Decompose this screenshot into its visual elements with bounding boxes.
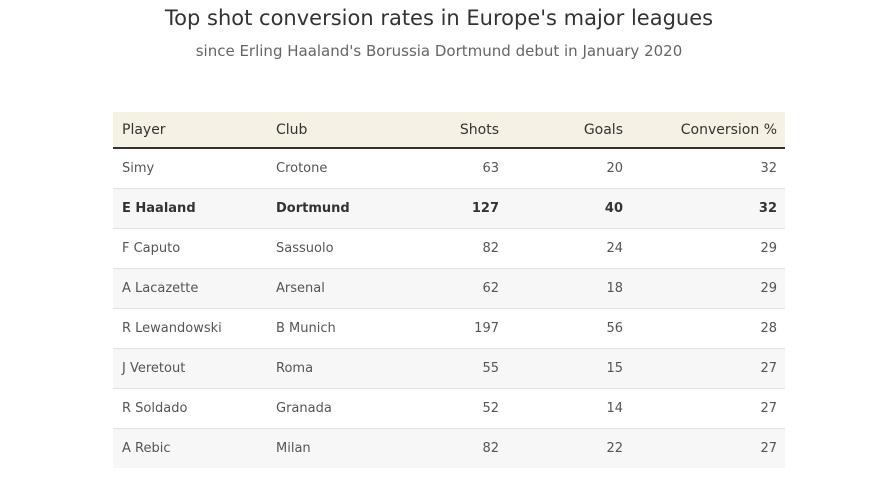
table-row: E Haaland Dortmund 127 40 32 xyxy=(113,189,785,229)
cell-player: Simy xyxy=(122,161,155,176)
table-row: J Veretout Roma 55 15 27 xyxy=(113,349,785,389)
cell-conversion: 32 xyxy=(758,201,777,216)
cell-player: J Veretout xyxy=(122,361,186,376)
header-player: Player xyxy=(122,121,166,138)
cell-player: A Lacazette xyxy=(122,281,199,296)
cell-goals: 14 xyxy=(606,401,623,416)
cell-goals: 15 xyxy=(606,361,623,376)
chart-subtitle: since Erling Haaland's Borussia Dortmund… xyxy=(195,42,683,60)
cell-goals: 22 xyxy=(606,441,623,456)
cell-conversion: 27 xyxy=(760,441,777,456)
cell-goals: 56 xyxy=(606,321,623,336)
chart-title: Top shot conversion rates in Europe's ma… xyxy=(164,6,714,30)
cell-club: Sassuolo xyxy=(276,241,334,256)
cell-player: R Lewandowski xyxy=(122,321,222,336)
cell-conversion: 27 xyxy=(760,361,777,376)
cell-shots: 62 xyxy=(482,281,499,296)
table-row: A Rebic Milan 82 22 27 xyxy=(113,429,785,468)
table-row: R Lewandowski B Munich 197 56 28 xyxy=(113,309,785,349)
cell-shots: 127 xyxy=(471,201,499,216)
table-row: R Soldado Granada 52 14 27 xyxy=(113,389,785,429)
table-header-row: Player Club Shots Goals Conversion % xyxy=(113,112,785,149)
cell-goals: 20 xyxy=(606,161,623,176)
header-goals: Goals xyxy=(583,121,623,138)
cell-shots: 82 xyxy=(482,441,499,456)
header-conversion: Conversion % xyxy=(680,121,777,138)
cell-shots: 197 xyxy=(474,321,499,336)
cell-goals: 40 xyxy=(604,201,623,216)
cell-goals: 24 xyxy=(606,241,623,256)
table-row: F Caputo Sassuolo 82 24 29 xyxy=(113,229,785,269)
cell-conversion: 32 xyxy=(760,161,777,176)
table-row: Simy Crotone 63 20 32 xyxy=(113,149,785,189)
cell-club: Milan xyxy=(276,441,311,456)
header-club: Club xyxy=(276,121,308,138)
conversion-table: Player Club Shots Goals Conversion % Sim… xyxy=(113,112,785,468)
cell-player: F Caputo xyxy=(122,241,181,256)
cell-conversion: 27 xyxy=(760,401,777,416)
cell-club: Dortmund xyxy=(276,201,350,216)
cell-player: A Rebic xyxy=(122,441,171,456)
cell-player: R Soldado xyxy=(122,401,188,416)
cell-shots: 82 xyxy=(482,241,499,256)
cell-club: Granada xyxy=(276,401,332,416)
cell-club: Roma xyxy=(276,361,314,376)
cell-conversion: 29 xyxy=(760,241,777,256)
cell-club: Crotone xyxy=(276,161,328,176)
table-body: Simy Crotone 63 20 32 E Haaland Dortmund 127 40 3… xyxy=(113,149,785,468)
cell-club: B Munich xyxy=(276,321,336,336)
cell-shots: 52 xyxy=(482,401,499,416)
cell-conversion: 28 xyxy=(760,321,777,336)
cell-conversion: 29 xyxy=(760,281,777,296)
cell-player: E Haaland xyxy=(122,201,196,216)
header-shots: Shots xyxy=(459,121,499,138)
cell-club: Arsenal xyxy=(276,281,325,296)
table-row: A Lacazette Arsenal 62 18 29 xyxy=(113,269,785,309)
cell-shots: 55 xyxy=(482,361,499,376)
cell-shots: 63 xyxy=(482,161,499,176)
cell-goals: 18 xyxy=(606,281,623,296)
